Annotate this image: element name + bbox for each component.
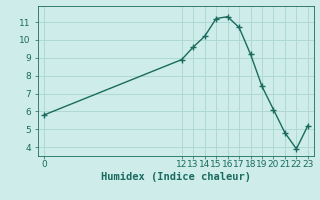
X-axis label: Humidex (Indice chaleur): Humidex (Indice chaleur) xyxy=(101,172,251,182)
